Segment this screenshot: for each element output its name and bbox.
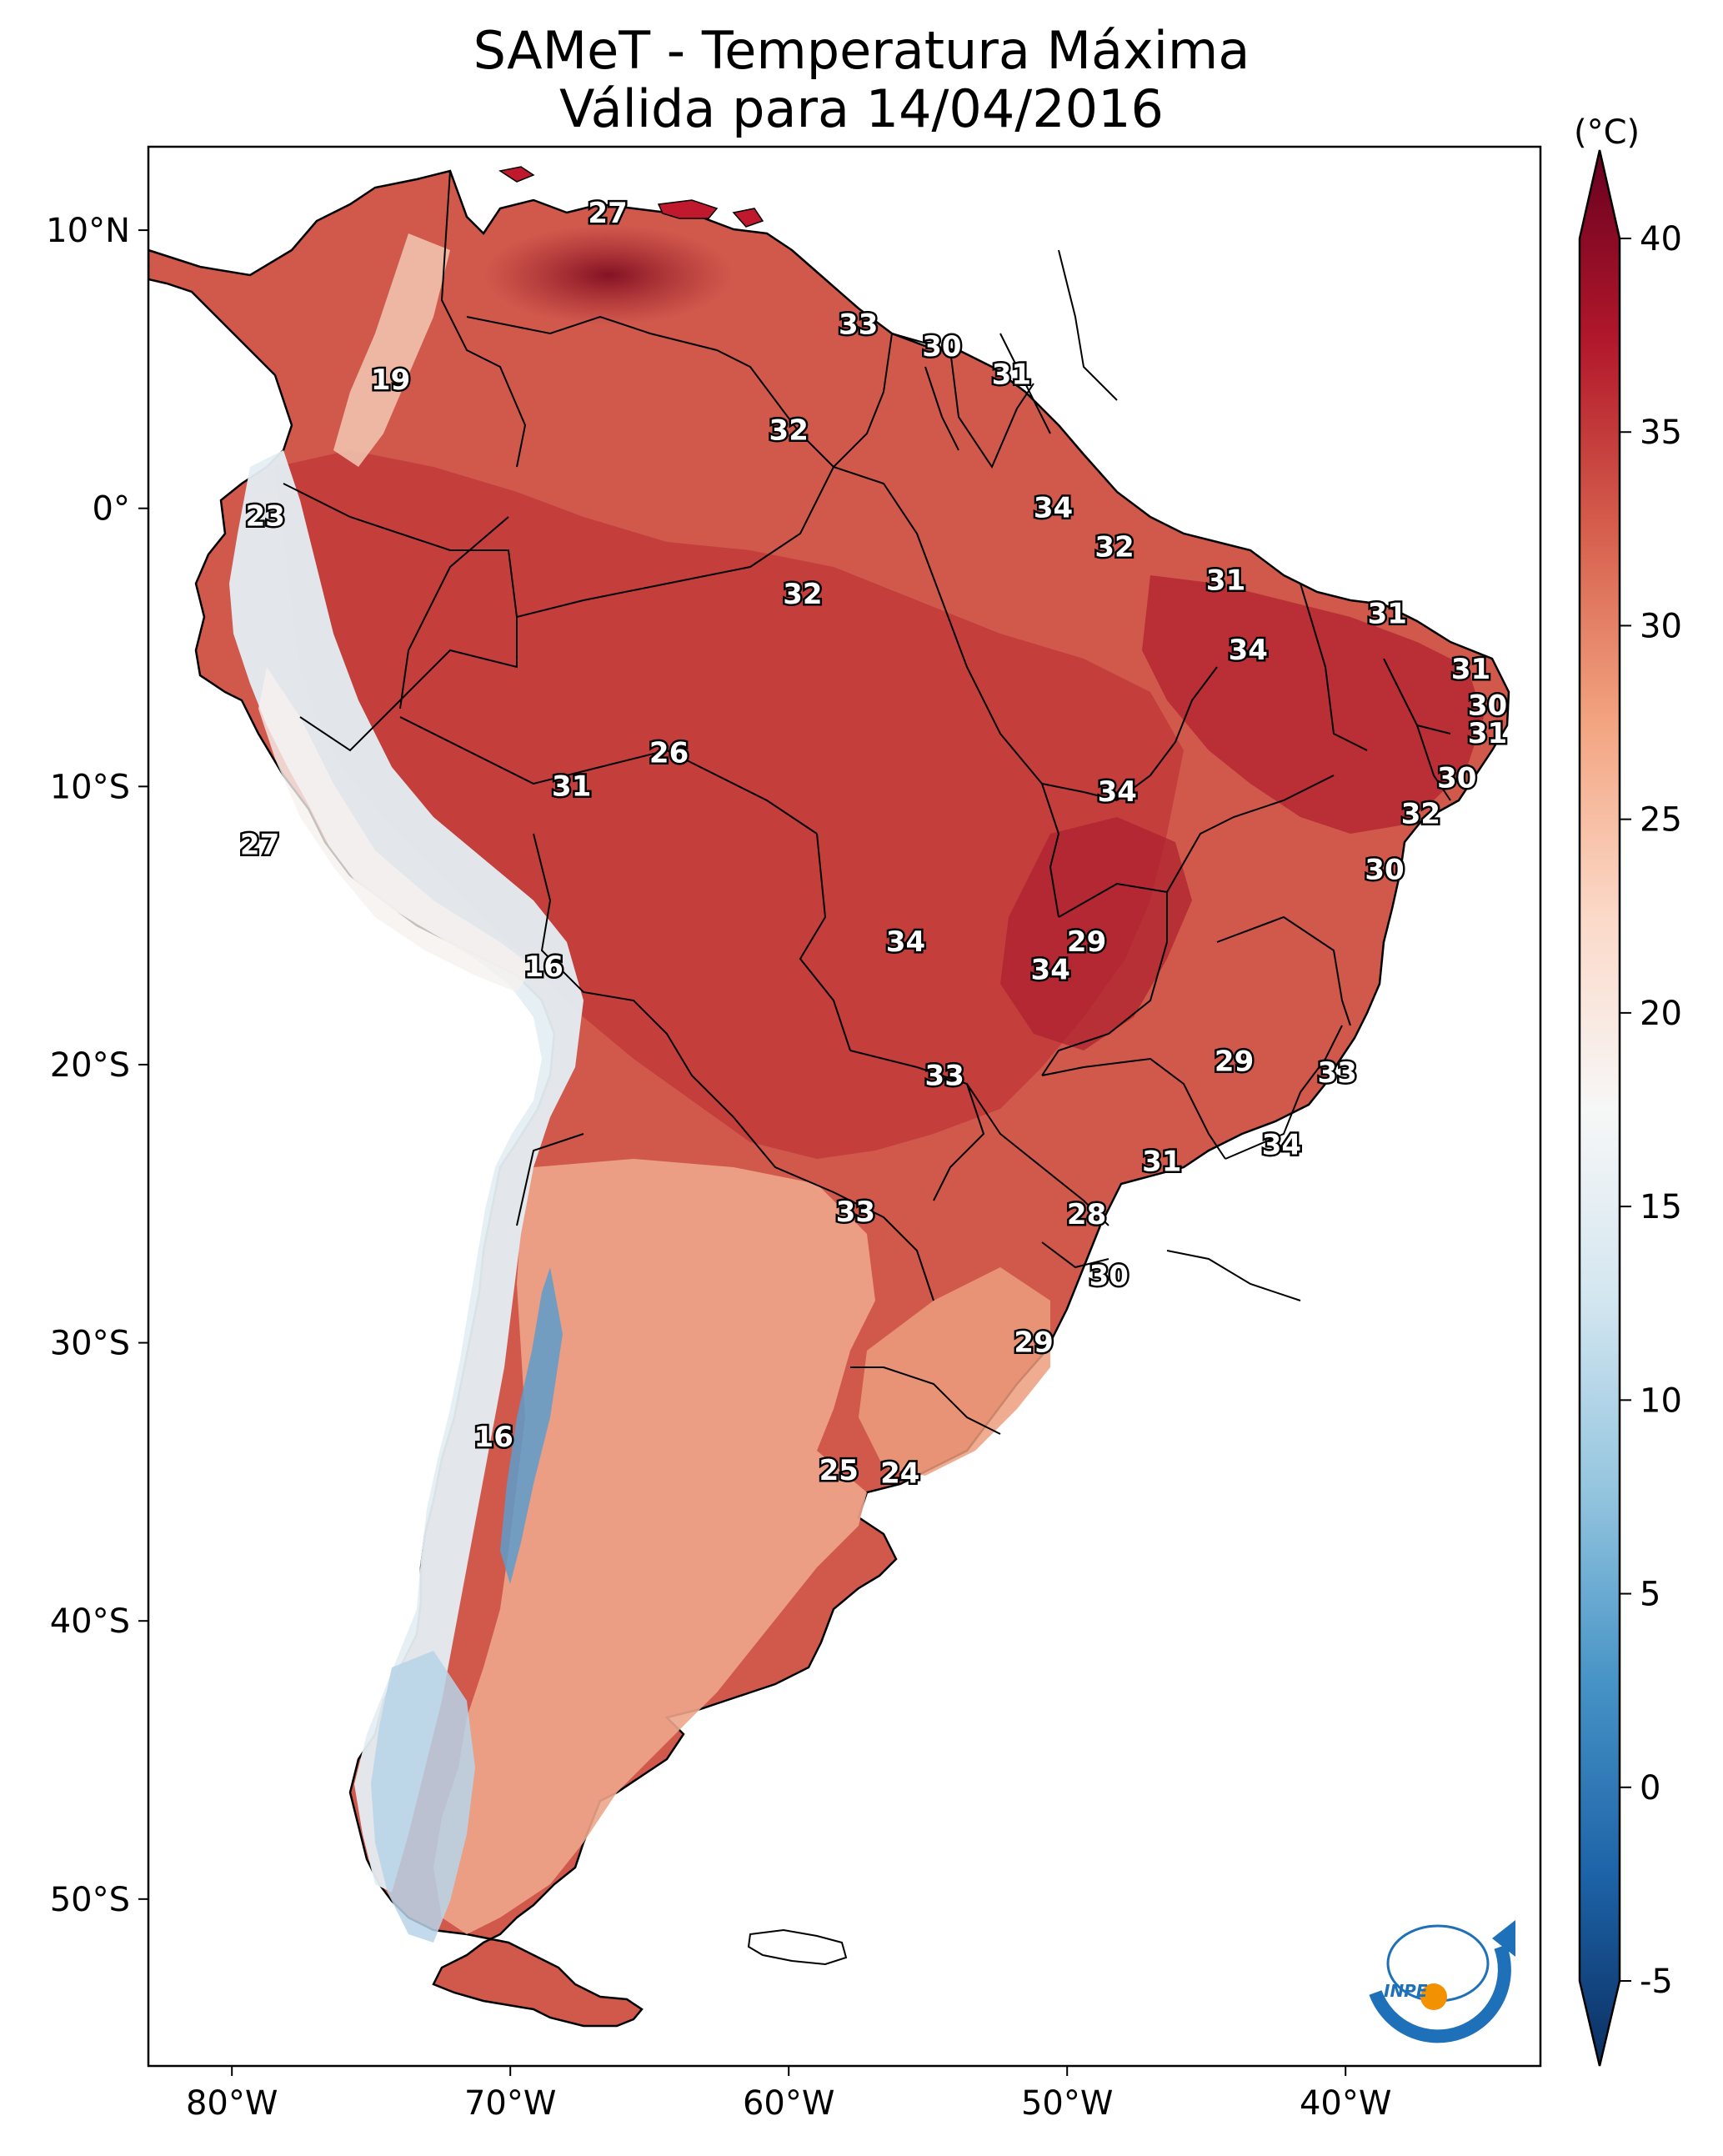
colorbar-unit-label: (°C) [1574,113,1640,152]
colorbar-fill [1578,149,1621,2067]
lon-tick-label: 60°W [743,2084,834,2123]
lon-tick-label: 80°W [186,2084,278,2123]
andes-deep-cold [500,1267,563,1584]
inpe-logo: INPE [1369,1920,1515,2043]
logo-arrow-shape [1492,1920,1515,1957]
colorbar-tick-label: 15 [1640,1188,1682,1226]
colorbar-tick-label: 5 [1640,1576,1660,1614]
station-value-label: 31 [1368,598,1407,631]
colorbar-tick-label: 20 [1640,995,1682,1033]
falkland-islands [747,1928,848,1966]
map-title-line1: SAMeT - Temperatura Máxima [473,20,1250,81]
station-value-label: 34 [1031,954,1070,987]
station-value-label: 16 [474,1421,513,1454]
logo-text: INPE [1384,1981,1428,2001]
lat-tick-label: 40°S [50,1602,130,1641]
colorbar-tick-label: 10 [1640,1381,1682,1420]
logo-swoosh-shape [1369,1944,1511,2043]
station-value-label: 31 [1468,717,1507,750]
latitude-axis: 10°N 0° 10°S 20°S 30°S 40°S 50°S [46,212,148,1919]
station-value-label: 32 [1401,798,1440,831]
station-value-label: 33 [925,1059,964,1092]
station-value-label: 34 [1098,775,1137,809]
caribbean-islands [498,166,764,228]
station-value-label: 29 [1215,1045,1254,1079]
lat-tick-label: 10°S [50,768,130,806]
station-value-label: 30 [1437,761,1476,795]
colorbar-tick-label: 30 [1640,607,1682,645]
station-value-label: 29 [1067,925,1106,959]
station-value-label: 31 [1451,653,1490,686]
station-value-label: 30 [922,330,961,364]
map-title-line2: Válida para 14/04/2016 [559,78,1164,139]
station-value-label: 25 [819,1454,859,1487]
station-value-label: 31 [1142,1146,1181,1179]
andes-north-cold [333,233,450,467]
colorbar-tick-label: -5 [1640,1963,1673,2001]
patagonia-cold [371,1651,475,1943]
station-value-label: 34 [886,925,925,959]
station-value-label: 31 [552,770,591,803]
station-value-label: 30 [1365,853,1404,886]
station-value-label: 28 [1067,1198,1106,1231]
lon-tick-label: 40°W [1300,2084,1391,2123]
coastal-peru-cool [258,667,533,992]
lat-tick-label: 0° [93,490,130,529]
station-value-label: 29 [1014,1326,1053,1360]
hot-core-venezuela [483,225,734,325]
lat-tick-label: 20°S [50,1046,130,1085]
station-value-label: 34 [1034,492,1073,525]
hot-region-central [1000,817,1192,1050]
station-value-label: 32 [1094,530,1134,564]
station-value-label: 30 [1468,689,1507,723]
continent-layer [148,166,1510,2028]
colorbar-tick-label: 35 [1640,414,1682,452]
lat-tick-label: 30°S [50,1325,130,1363]
station-value-label: 31 [1206,564,1245,598]
lon-tick-label: 50°W [1021,2084,1113,2123]
station-value-label: 27 [240,828,279,861]
station-value-label: 34 [1262,1129,1301,1162]
station-value-label: 33 [1318,1056,1357,1090]
mild-region-uruguay [859,1267,1050,1476]
country-borders [283,170,1451,1435]
station-value-label: 34 [1229,634,1268,667]
colorbar-tick-label: 25 [1640,801,1682,840]
station-value-label: 32 [783,578,822,611]
station-value-label: 32 [769,414,809,447]
station-value-label: 16 [524,950,563,984]
lat-tick-label: 50°S [50,1881,130,1919]
station-value-label: 19 [371,364,410,397]
station-value-label: 30 [1089,1260,1129,1293]
map-frame [147,145,1542,2068]
lat-tick-label: 10°N [46,212,130,250]
station-value-label: 33 [836,1196,875,1229]
station-value-label: 27 [588,197,627,230]
hot-region-northeast [1142,575,1484,834]
station-value-label: 26 [649,736,689,770]
colorbar-tick-label: 0 [1640,1769,1660,1808]
hot-region-amazon [275,450,1184,1159]
station-value-label: 31 [992,358,1031,392]
station-value-label: 33 [839,308,878,342]
colorbar: (°C) 40 35 30 25 20 15 10 5 0 -5 [1574,113,1682,2067]
longitude-axis: 80°W 70°W 60°W 50°W 40°W [186,2066,1391,2123]
logo-orange-dot [1420,1983,1447,2010]
colorbar-tick-label: 40 [1640,220,1682,258]
station-value-label: 24 [880,1457,919,1490]
colorbar-ticks: 40 35 30 25 20 15 10 5 0 -5 [1620,220,1682,2001]
lon-tick-label: 70°W [464,2084,556,2123]
station-value-label: 23 [246,500,285,534]
